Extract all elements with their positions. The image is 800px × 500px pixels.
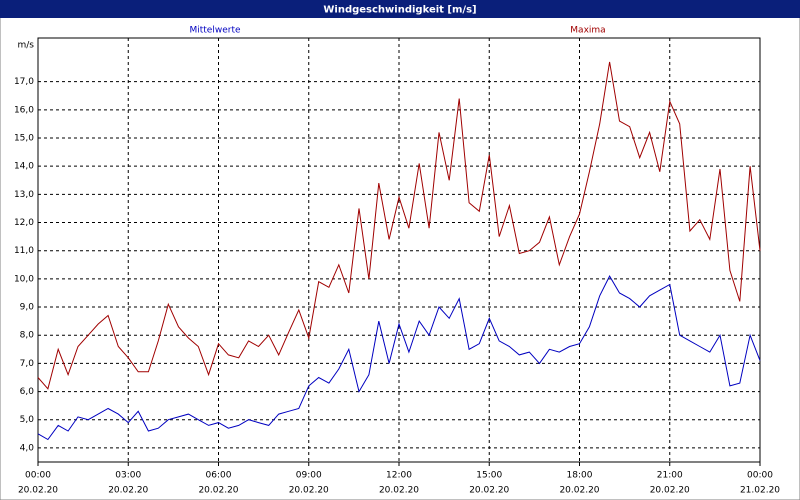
series-line xyxy=(37,61,761,390)
x-tick-label: 09:00 xyxy=(296,471,322,481)
x-tick-label: 03:00 xyxy=(115,471,141,481)
x-tick-date: 20.02.20 xyxy=(289,486,329,496)
x-tick-label: 00:00 xyxy=(25,471,51,481)
y-tick-label: 10,0 xyxy=(14,274,34,284)
y-tick-label: 12,0 xyxy=(14,218,34,228)
x-tick-label: 21:00 xyxy=(657,471,683,481)
y-tick-label: 15,0 xyxy=(14,134,34,144)
x-tick-label: 06:00 xyxy=(206,471,232,481)
y-tick-label: 9,0 xyxy=(20,303,35,313)
x-tick-date: 20.02.20 xyxy=(18,486,58,496)
series-line xyxy=(37,275,761,441)
y-tick-label: 8,0 xyxy=(20,331,35,341)
window-title: Windgeschwindigkeit [m/s] xyxy=(323,5,476,16)
x-tick-label: 12:00 xyxy=(386,471,412,481)
y-tick-label: 17,0 xyxy=(14,77,34,87)
x-tick-date: 20.02.20 xyxy=(650,486,690,496)
legend-label: Maxima xyxy=(570,26,605,36)
x-tick-label: 18:00 xyxy=(567,471,593,481)
y-tick-label: 5,0 xyxy=(20,415,35,425)
y-tick-label: 14,0 xyxy=(14,162,34,172)
x-tick-date: 20.02.20 xyxy=(198,486,238,496)
title-bar xyxy=(0,0,800,18)
legend-label: Mittelwerte xyxy=(189,26,240,36)
y-tick-label: 4,0 xyxy=(20,443,35,453)
y-tick-label: 13,0 xyxy=(14,190,34,200)
y-tick-label: 6,0 xyxy=(20,387,35,397)
x-tick-date: 20.02.20 xyxy=(469,486,509,496)
x-tick-label: 15:00 xyxy=(476,471,502,481)
x-tick-label: 00:00 xyxy=(747,471,773,481)
x-tick-date: 20.02.20 xyxy=(379,486,419,496)
y-tick-label: 11,0 xyxy=(14,246,34,256)
y-tick-label: 7,0 xyxy=(20,359,35,369)
x-tick-date: 20.02.20 xyxy=(108,486,148,496)
y-tick-label: 16,0 xyxy=(14,105,34,115)
x-tick-date: 20.02.20 xyxy=(559,486,599,496)
y-axis-label: m/s xyxy=(18,41,35,51)
x-tick-date: 21.02.20 xyxy=(740,486,780,496)
